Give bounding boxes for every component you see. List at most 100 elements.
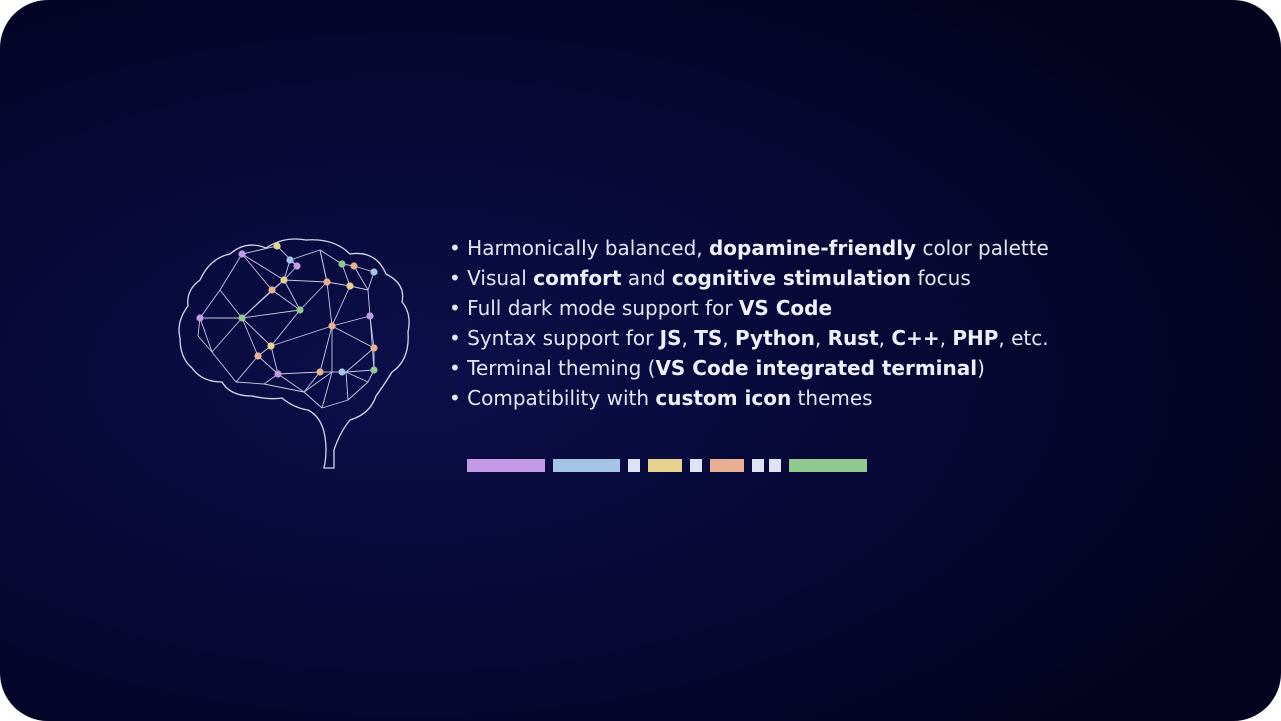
feature-highlight: TS [694,326,723,350]
brain-edge [241,253,285,281]
brain-edge [345,347,375,373]
feature-item: • Terminal theming (VS Code integrated t… [449,353,1049,383]
brain-node [267,342,275,350]
brain-node [280,276,288,284]
brain-edge [241,289,273,319]
brain-node [328,322,336,330]
feature-text: • Compatibility with [449,386,656,410]
feature-text: , [814,326,828,350]
brain-edge [289,249,321,261]
brain-edge [345,371,369,383]
brain-edge [321,399,349,409]
feature-text: • Harmonically balanced, [449,236,709,260]
brain-edge [271,289,301,311]
brain-edge [283,279,301,311]
brain-edge [277,373,305,393]
brain-node [268,286,276,294]
feature-highlight: Python [735,326,815,350]
brain-edge [270,309,301,347]
brain-edge [303,391,323,409]
brain-edge [345,371,349,401]
feature-highlight: C++ [891,326,940,350]
brain-node [274,370,282,378]
brain-edge [263,383,305,393]
feature-text: color palette [916,236,1049,260]
brain-node [338,260,346,268]
brain-edge [277,371,321,375]
feature-item: • Full dark mode support for VS Code [449,293,1049,323]
feature-item: • Visual comfort and cognitive stimulati… [449,263,1049,293]
brain-edge [299,281,328,311]
brain-node [350,262,358,270]
feature-text: • Syntax support for [449,326,660,350]
palette-swatch [769,459,781,472]
brain-edge [369,315,375,371]
palette-swatch [648,459,682,472]
feature-text: , etc. [998,326,1049,350]
palette-swatch [789,459,867,472]
feature-text: , [681,326,695,350]
feature-highlight: JS [659,326,682,350]
brain-edge [321,371,333,409]
brain-node [370,366,378,374]
brain-node [370,268,378,276]
feature-highlight: dopamine-friendly [708,236,917,260]
brain-node [296,306,304,314]
brain-edge [219,253,243,291]
feature-item: • Syntax support for JS, TS, Python, Rus… [449,323,1049,353]
brain-node [293,262,301,270]
brain-edge [319,249,343,265]
brain-edge [197,335,213,353]
brain-edge [303,371,321,393]
feature-highlight: comfort [533,266,622,290]
feature-highlight: VS Code integrated terminal [655,356,978,380]
feature-list: • Harmonically balanced, dopamine-friend… [449,233,1049,413]
brain-edge [270,345,279,375]
palette-swatch [467,459,545,472]
brain-edge [235,381,265,385]
brain-edge [347,381,369,401]
feature-highlight: PHP [952,326,999,350]
brain-edge [341,263,351,287]
brain-edge [367,289,371,317]
feature-text: focus [911,266,971,290]
brain-edge [241,245,278,255]
brain-edge [241,309,301,319]
brain-node [370,344,378,352]
feature-text: • Full dark mode support for [449,296,739,320]
brain-node [286,256,294,264]
brain-edge [353,265,369,291]
brain-node [254,352,262,360]
brain-node [366,312,374,320]
palette-swatch [690,459,702,472]
palette-swatch [628,459,640,472]
brain-edge [345,369,375,373]
brain-node [338,368,346,376]
brain-edge [283,279,328,283]
brain-edge [241,253,273,291]
brain-edge [199,289,221,319]
palette-swatch [710,459,744,472]
brain-edge [326,281,333,327]
brain-edge [235,355,259,383]
feature-highlight: cognitive stimulation [671,266,912,290]
feature-text: and [621,266,672,290]
brain-edge [331,325,375,349]
feature-highlight: VS Code [738,296,833,320]
brain-edge [257,355,279,375]
feature-item: • Compatibility with custom icon themes [449,383,1049,413]
brain-node [196,314,204,322]
brain-edge [219,289,243,319]
color-palette [467,459,867,472]
feature-item: • Harmonically balanced, dopamine-friend… [449,233,1049,263]
feature-text: , [722,326,735,350]
palette-swatch [553,459,620,472]
feature-highlight: custom icon [655,386,792,410]
feature-text: , [878,326,892,350]
brain-edge [241,317,272,347]
brain-edge [211,317,243,353]
brain-edge [319,249,328,283]
brain-edge [319,325,333,373]
brain-edge [241,317,259,357]
